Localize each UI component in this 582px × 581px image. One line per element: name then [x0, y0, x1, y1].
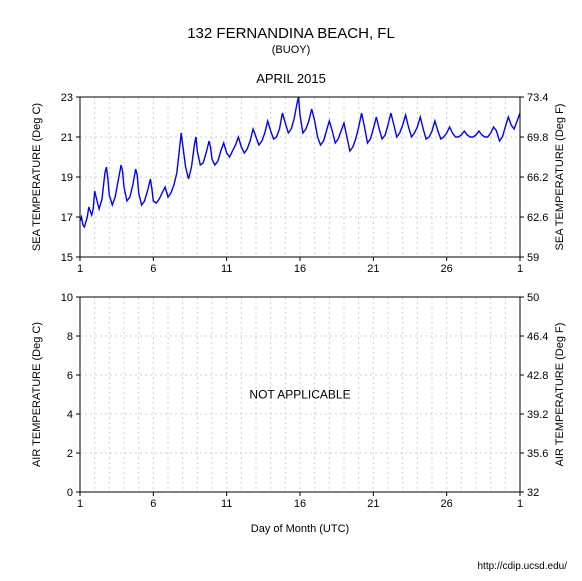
- x-tick-label: 21: [367, 263, 379, 275]
- y-tick-label-right: 46.4: [527, 331, 548, 343]
- x-tick-label: 11: [221, 263, 232, 275]
- x-axis-label: Day of Month (UTC): [251, 523, 349, 535]
- x-tick-label: 26: [441, 263, 453, 275]
- y-tick-label-left: 19: [61, 172, 73, 184]
- y-label-right: SEA TEMPERATURE (Deg F): [554, 104, 566, 251]
- x-tick-label: 16: [294, 263, 306, 275]
- y-tick-label-left: 4: [67, 409, 73, 421]
- y-tick-label-left: 0: [67, 487, 73, 499]
- y-tick-label-right: 73.4: [527, 92, 548, 104]
- x-tick-label: 6: [150, 263, 156, 275]
- y-tick-label-right: 39.2: [527, 409, 548, 421]
- x-tick-label: 26: [441, 498, 453, 510]
- y-tick-label-right: 66.2: [527, 172, 548, 184]
- x-tick-label: 1: [517, 263, 523, 275]
- y-tick-label-left: 21: [61, 132, 73, 144]
- y-tick-label-right: 32: [527, 487, 539, 499]
- y-label-right: AIR TEMPERATURE (Deg F): [554, 323, 566, 467]
- x-tick-label: 21: [367, 498, 379, 510]
- footer-link: http://cdip.ucsd.edu/: [477, 561, 567, 572]
- x-tick-label: 1: [517, 498, 523, 510]
- y-tick-label-right: 50: [527, 292, 539, 304]
- x-tick-label: 16: [294, 498, 306, 510]
- overlay-text: NOT APPLICABLE: [249, 388, 350, 402]
- y-tick-label-right: 42.8: [527, 370, 548, 382]
- x-tick-label: 11: [221, 498, 232, 510]
- y-tick-label-left: 6: [67, 370, 73, 382]
- y-tick-label-left: 17: [61, 212, 73, 224]
- y-label-left: AIR TEMPERATURE (Deg C): [31, 322, 43, 467]
- x-tick-label: 6: [150, 498, 156, 510]
- y-tick-label-left: 15: [61, 252, 73, 264]
- y-tick-label-right: 35.6: [527, 448, 548, 460]
- main-title: 132 FERNANDINA BEACH, FL: [187, 25, 395, 42]
- y-tick-label-left: 10: [61, 292, 73, 304]
- y-tick-label-left: 2: [67, 448, 73, 460]
- subtitle: (BUOY): [272, 44, 311, 56]
- y-label-left: SEA TEMPERATURE (Deg C): [31, 103, 43, 251]
- y-tick-label-right: 59: [527, 252, 539, 264]
- y-tick-label-left: 23: [61, 92, 73, 104]
- month-label: APRIL 2015: [256, 71, 326, 86]
- chart-container: 132 FERNANDINA BEACH, FL (BUOY) APRIL 2015…: [0, 0, 582, 581]
- y-tick-label-left: 8: [67, 331, 73, 343]
- y-tick-label-right: 62.6: [527, 212, 548, 224]
- x-tick-label: 1: [77, 263, 83, 275]
- y-tick-label-right: 69.8: [527, 132, 548, 144]
- chart-svg: 132 FERNANDINA BEACH, FL (BUOY) APRIL 2015…: [0, 0, 582, 581]
- x-tick-label: 1: [77, 498, 83, 510]
